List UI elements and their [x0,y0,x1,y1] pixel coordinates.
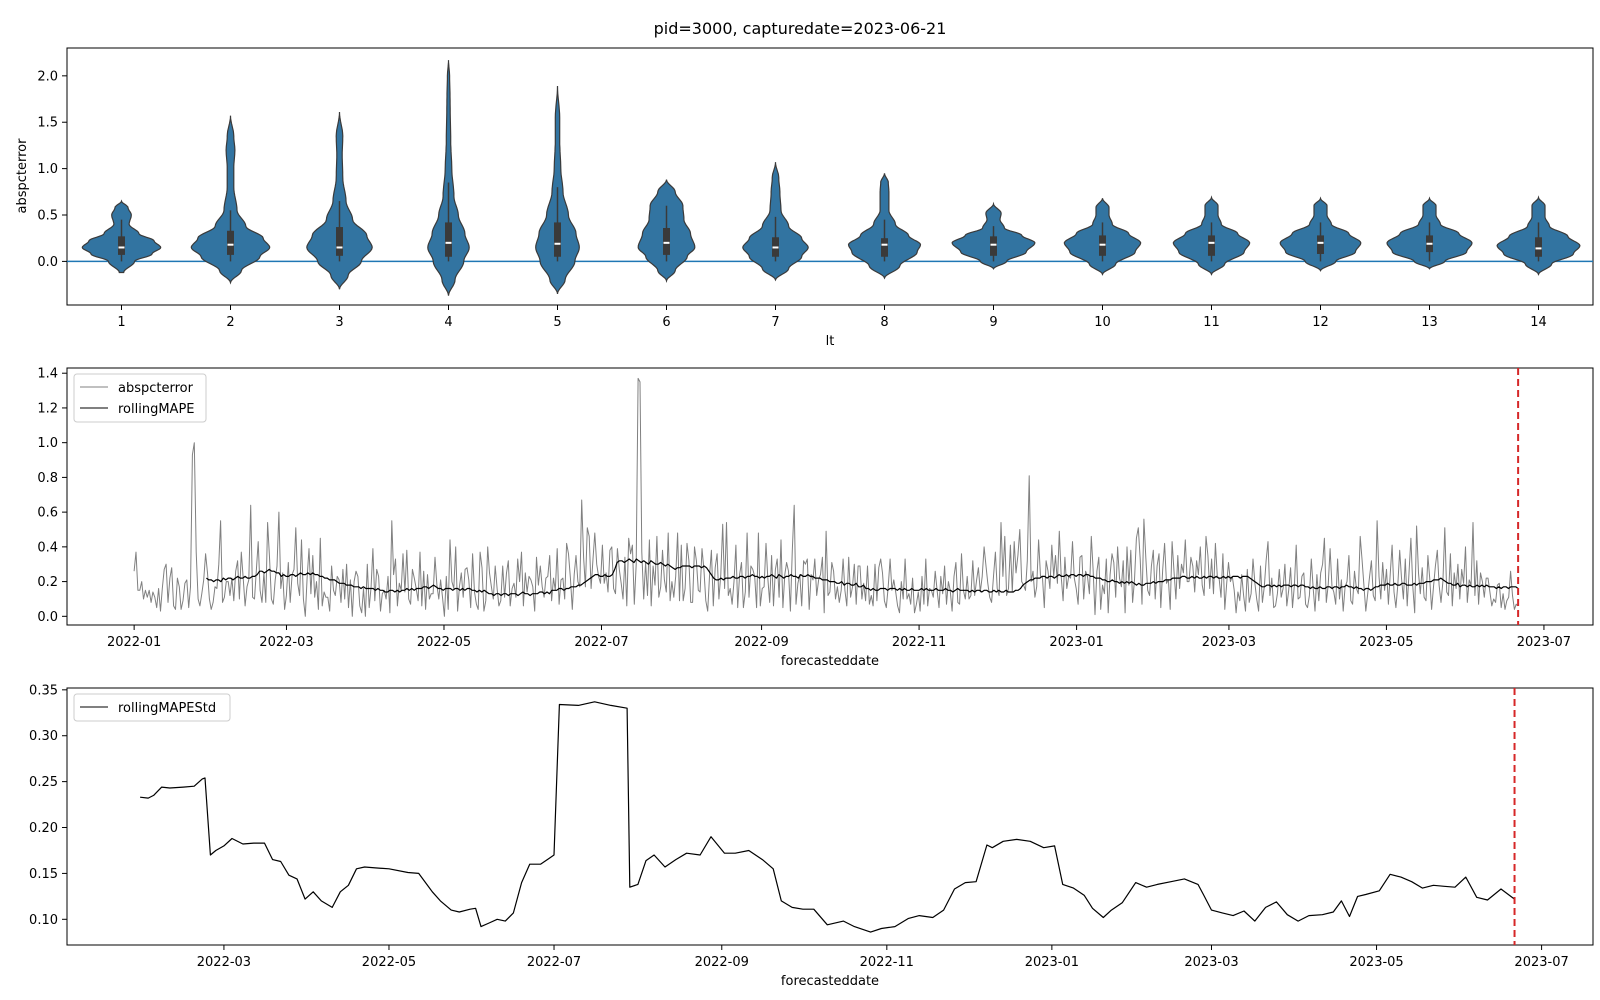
error-y-tick-label: 1.4 [37,367,58,382]
violin-iqr-lt-12 [1317,235,1324,254]
error-timeseries-panel: 2022-01 2022-03 2022-05 2022-07 2022-09 2022-… [37,367,1594,669]
violin-body-lt-4 [427,60,470,296]
std-legend: rollingMAPEStd [73,693,231,722]
legend-label-rollingMAPEStd: rollingMAPEStd [118,701,216,716]
std-x-tick-label: 2022-11 [860,955,914,970]
error-x-tick-label: 2022-03 [259,635,313,650]
violin-iqr-lt-14 [1535,237,1542,257]
error-x-tick-label: 2022-01 [107,635,161,650]
std-x-tick-label: 2022-07 [527,955,581,970]
violin-body-lt-3 [306,111,373,290]
violin-x-tick-label: 10 [1094,315,1111,330]
std-y-tick-label: 0.15 [29,867,58,882]
violin-iqr-lt-4 [445,222,452,257]
error-x-axis-label: forecasteddate [781,654,879,669]
std-y-axis: 0.10 0.15 0.20 0.25 0.30 0.35 [29,683,67,928]
violin-x-tick-label: 13 [1421,315,1438,330]
violin-y-axis-label: abspcterror [15,138,30,214]
violin-y-tick-label: 0.0 [37,255,58,270]
error-x-tick-label: 2023-07 [1517,635,1571,650]
error-x-tick-label: 2022-09 [734,635,788,650]
violin-x-tick-label: 4 [444,315,452,330]
violin-x-axis: 1 2 3 4 5 6 7 8 9 10 11 12 13 14 [117,305,1547,330]
violin-x-tick-label: 9 [989,315,997,330]
violin-iqr-lt-3 [336,227,343,256]
violin-y-tick-label: 1.5 [37,116,58,131]
std-y-tick-label: 0.30 [29,729,58,744]
violin-x-tick-label: 2 [226,315,234,330]
error-y-tick-label: 0.4 [37,540,58,555]
std-x-axis: 2022-03 2022-05 2022-07 2022-09 2022-11 2023-… [197,945,1569,970]
error-y-tick-label: 0.6 [37,506,58,521]
std-y-tick-label: 0.35 [29,683,58,698]
violin-x-axis-label: lt [826,334,835,349]
violin-x-tick-label: 5 [553,315,561,330]
std-x-tick-label: 2022-03 [197,955,251,970]
legend-label-abspcterror: abspcterror [118,381,194,396]
error-plot-area [133,368,1520,625]
error-legend: abspcterror rollingMAPE [73,373,207,423]
error-y-tick-label: 0.0 [37,610,58,625]
violin-x-tick-label: 1 [117,315,125,330]
legend-label-rollingMAPE: rollingMAPE [118,402,195,417]
std-plot-area [140,688,1516,945]
series-line-rollingMAPEStd [140,701,1515,933]
violin-body-lt-2 [190,115,271,285]
error-x-tick-label: 2023-01 [1049,635,1103,650]
std-x-axis-label: forecasteddate [781,974,879,989]
violin-x-tick-label: 3 [335,315,343,330]
violin-y-tick-label: 1.0 [37,162,58,177]
error-y-tick-label: 0.2 [37,575,58,590]
error-y-tick-label: 1.2 [37,401,58,416]
error-legend-box [73,373,207,423]
std-y-tick-label: 0.20 [29,821,58,836]
std-x-tick-label: 2023-03 [1184,955,1238,970]
violin-axes-frame [66,47,1594,306]
error-y-tick-label: 0.8 [37,471,58,486]
violin-x-tick-label: 6 [662,315,670,330]
error-axes-frame [66,367,1594,626]
std-y-tick-label: 0.10 [29,913,58,928]
violin-y-tick-label: 0.5 [37,209,58,224]
error-y-tick-label: 1.0 [37,436,58,451]
series-line-rollingMAPE [206,558,1519,597]
error-x-tick-label: 2023-05 [1359,635,1413,650]
std-x-tick-label: 2023-05 [1349,955,1403,970]
std-x-tick-label: 2022-09 [695,955,749,970]
violin-x-tick-label: 11 [1203,315,1220,330]
violin-iqr-lt-9 [990,236,997,256]
figure-title: pid=3000, capturedate=2023-06-21 [654,19,947,38]
error-x-tick-label: 2023-03 [1202,635,1256,650]
violin-x-tick-label: 8 [880,315,888,330]
violin-x-tick-label: 14 [1530,315,1547,330]
std-x-tick-label: 2022-05 [362,955,416,970]
violin-x-tick-label: 12 [1312,315,1329,330]
violin-iqr-lt-6 [663,227,670,255]
error-x-axis: 2022-01 2022-03 2022-05 2022-07 2022-09 2022-… [107,625,1571,650]
error-x-tick-label: 2022-05 [417,635,471,650]
error-y-axis: 0.0 0.2 0.4 0.6 0.8 1.0 1.2 1.4 [37,367,67,625]
violin-x-tick-label: 7 [771,315,779,330]
error-x-tick-label: 2022-11 [892,635,946,650]
std-x-tick-label: 2023-07 [1514,955,1568,970]
std-y-tick-label: 0.25 [29,775,58,790]
std-axes-frame [66,687,1594,946]
violin-y-tick-label: 2.0 [37,69,58,84]
violin-iqr-lt-5 [554,222,561,257]
violin-iqr-lt-11 [1208,235,1215,256]
std-timeseries-panel: 2022-03 2022-05 2022-07 2022-09 2022-11 2023-… [29,683,1594,989]
violin-iqr-lt-8 [881,238,888,257]
std-x-tick-label: 2023-01 [1025,955,1079,970]
error-x-tick-label: 2022-07 [574,635,628,650]
series-line-abspcterror [133,377,1519,617]
violin-panel: 1 2 3 4 5 6 7 8 9 10 11 12 13 14 0.00.51.01.52.0 lt a… [15,47,1594,349]
violin-iqr-lt-1 [118,236,125,255]
violin-plot-area [67,60,1593,296]
std-legend-box [73,693,231,722]
violin-iqr-lt-2 [227,230,234,255]
violin-y-axis: 0.0 0.5 1.0 1.5 2.0 [37,69,67,270]
